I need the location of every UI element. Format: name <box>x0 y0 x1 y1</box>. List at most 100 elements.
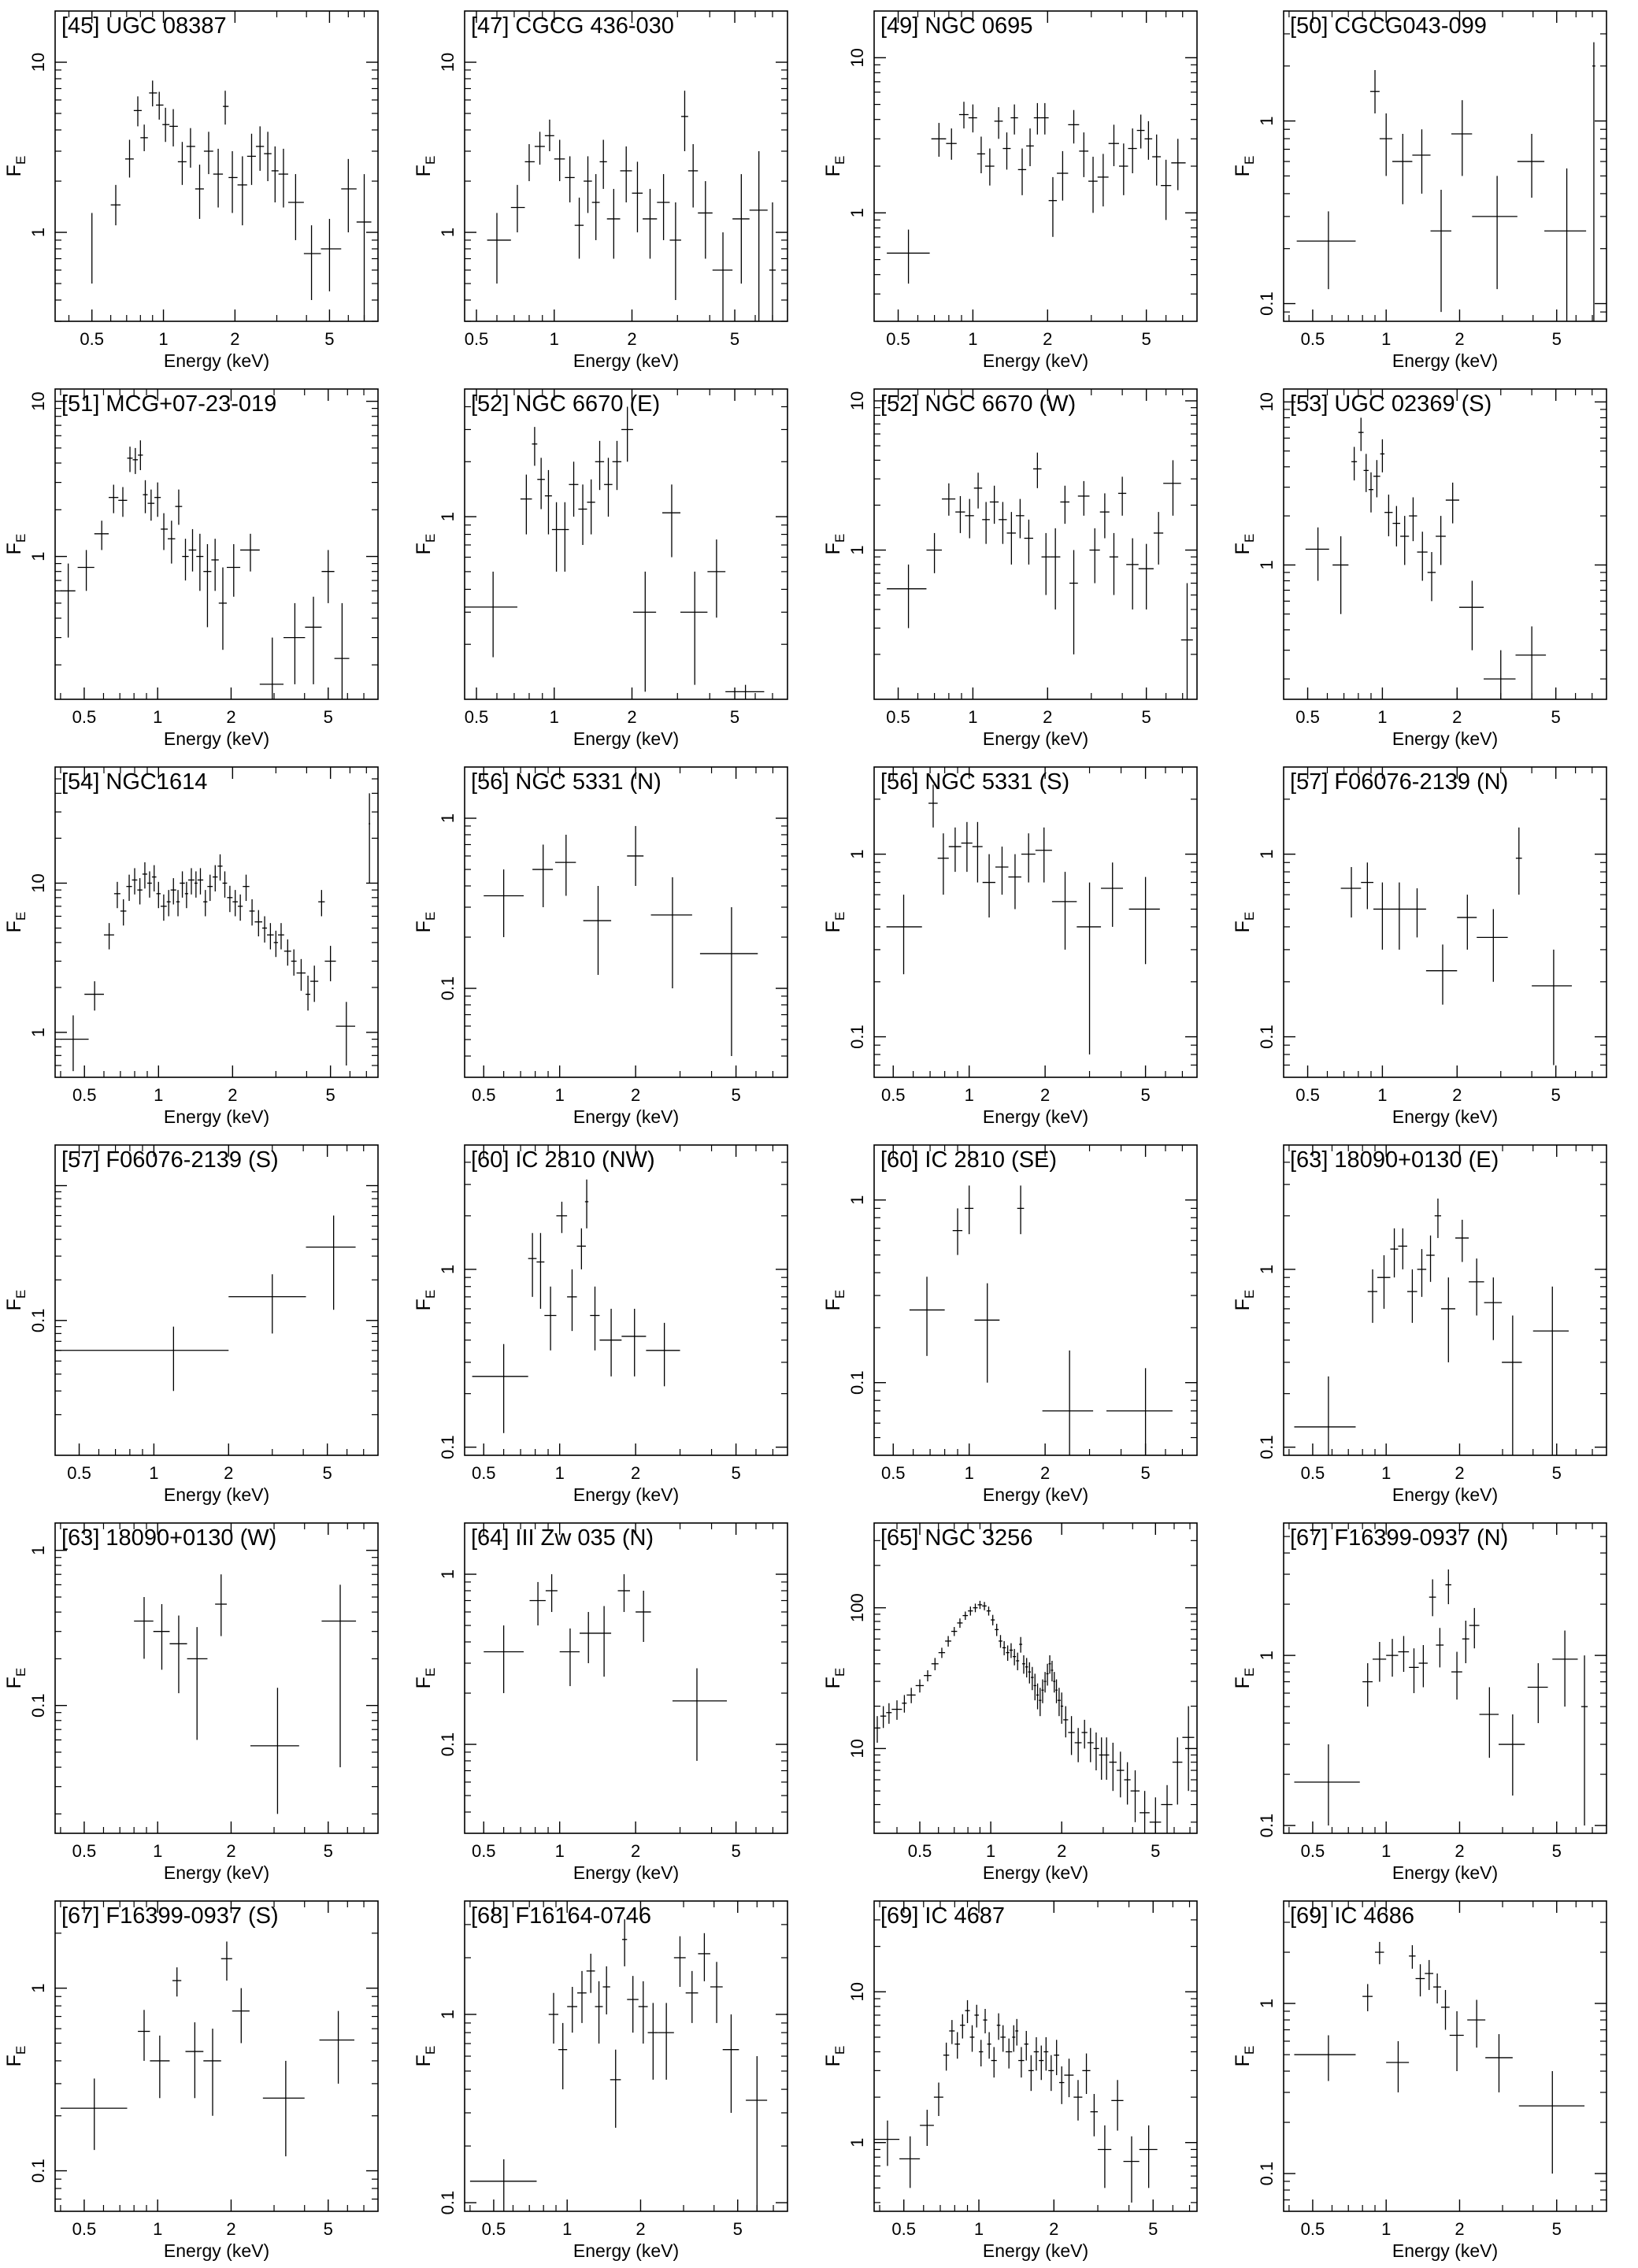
data-point <box>722 2014 739 2113</box>
data-point <box>1126 538 1139 610</box>
x-tick-label: 2 <box>226 2219 235 2239</box>
data-point <box>710 1962 723 2023</box>
panel-9: [56] NGC 5331 (N) 0.5 1 2 5 0.1 1 Energy (keV) F… <box>413 766 788 1127</box>
data-point <box>1368 472 1373 513</box>
x-tick-label: 5 <box>1552 329 1562 349</box>
panel-22: [69] IC 4687 0.5 1 2 5 1 10 Energy (keV) FE <box>822 1900 1198 2261</box>
x-tick-label: 0.5 <box>72 1841 97 1861</box>
data-point <box>217 854 223 881</box>
data-point <box>1406 1269 1418 1323</box>
y-axis-label-main: F <box>1232 1677 1254 1688</box>
data-point <box>1118 143 1128 195</box>
data-point <box>951 1627 958 1636</box>
y-axis-label-sub: E <box>832 1668 847 1677</box>
x-tick-label: 0.5 <box>72 1085 97 1105</box>
data-point <box>287 174 304 240</box>
data-point <box>1592 42 1595 321</box>
data-point <box>232 1988 250 2044</box>
data-point <box>1099 493 1110 539</box>
y-axis-label-main: F <box>1232 1299 1254 1310</box>
data-point <box>1484 1277 1503 1340</box>
y-axis-label-main: F <box>1232 165 1254 176</box>
x-tick-label: 2 <box>1452 707 1462 727</box>
y-tick-label: 1 <box>847 850 867 859</box>
x-tick-label: 5 <box>731 1085 740 1105</box>
data-point <box>1361 862 1373 910</box>
y-axis-label-main: F <box>822 1299 844 1310</box>
data-point <box>991 1614 995 1625</box>
data-point <box>109 484 119 513</box>
data-point <box>952 1208 963 1255</box>
data-point <box>565 156 575 203</box>
data-point <box>1077 882 1102 1055</box>
data-point <box>583 885 612 975</box>
y-tick-label: 10 <box>28 391 48 410</box>
data-point <box>1013 1648 1017 1666</box>
y-tick-label: 1 <box>28 1984 48 1993</box>
data-series <box>469 1919 768 2211</box>
data-point <box>974 2004 980 2028</box>
y-axis-label-sub: E <box>1242 912 1257 921</box>
data-point <box>156 881 161 909</box>
data-point <box>578 484 587 546</box>
data-point <box>965 498 974 539</box>
data-point <box>1409 1945 1416 1969</box>
x-tick-label: 2 <box>1043 329 1052 349</box>
y-axis-label: FE <box>3 912 28 933</box>
data-point <box>602 1966 610 2014</box>
y-tick-label: 1 <box>438 813 458 823</box>
y-axis-label-sub: E <box>423 2046 438 2055</box>
y-axis-label-sub: E <box>423 1668 438 1677</box>
y-axis-label: FE <box>822 912 847 933</box>
x-tick-label: 5 <box>324 2219 333 2239</box>
data-point <box>1398 1636 1410 1673</box>
y-tick-label: 0.1 <box>438 976 458 1001</box>
data-series <box>1294 1198 1569 1455</box>
data-point <box>161 513 169 550</box>
data-point <box>1048 176 1058 237</box>
data-point <box>1515 827 1522 895</box>
data-point <box>1006 1645 1010 1661</box>
data-point <box>291 949 297 976</box>
data-point <box>1436 516 1446 565</box>
data-point <box>472 1343 528 1433</box>
data-point <box>1055 1679 1058 1703</box>
x-tick-label: 1 <box>965 1463 974 1483</box>
y-axis-label-main: F <box>822 2055 844 2066</box>
data-point <box>1016 1652 1020 1670</box>
data-point <box>569 461 579 517</box>
x-axis-label: Energy (keV) <box>573 1106 679 1127</box>
y-axis-label-main: F <box>1232 921 1254 932</box>
data-point <box>595 1981 603 2044</box>
data-point <box>632 161 643 233</box>
data-series <box>874 1600 1195 1833</box>
plot-frame <box>873 1144 1198 1456</box>
data-point <box>1098 2125 1112 2188</box>
data-point <box>1409 1648 1419 1694</box>
data-series <box>55 1215 356 1392</box>
x-tick-label: 2 <box>1455 1463 1464 1483</box>
y-tick-label: 10 <box>28 53 48 72</box>
x-tick-label: 1 <box>158 329 168 349</box>
x-tick-label: 2 <box>1452 1085 1462 1105</box>
data-point <box>520 474 532 535</box>
y-axis-label: FE <box>822 534 847 555</box>
y-axis-label-sub: E <box>1242 534 1257 543</box>
y-tick-label: 10 <box>847 48 867 67</box>
panel-title: [53] UGC 02369 (S) <box>1290 391 1492 417</box>
data-point <box>1455 1219 1469 1262</box>
data-point <box>1111 2080 1124 2131</box>
y-axis-label: FE <box>3 156 28 177</box>
data-point <box>175 489 183 525</box>
x-tick-label: 0.5 <box>881 1463 906 1483</box>
panel-title: [56] NGC 5331 (N) <box>471 769 662 795</box>
data-point <box>622 1919 628 1966</box>
data-point <box>886 895 922 975</box>
panel-title: [52] NGC 6670 (W) <box>880 391 1076 417</box>
y-axis-label-main: F <box>3 1299 25 1310</box>
data-point <box>662 484 681 558</box>
data-point <box>580 1611 597 1663</box>
panel-title: [56] NGC 5331 (S) <box>880 769 1069 795</box>
plot-frame <box>54 1900 379 2212</box>
